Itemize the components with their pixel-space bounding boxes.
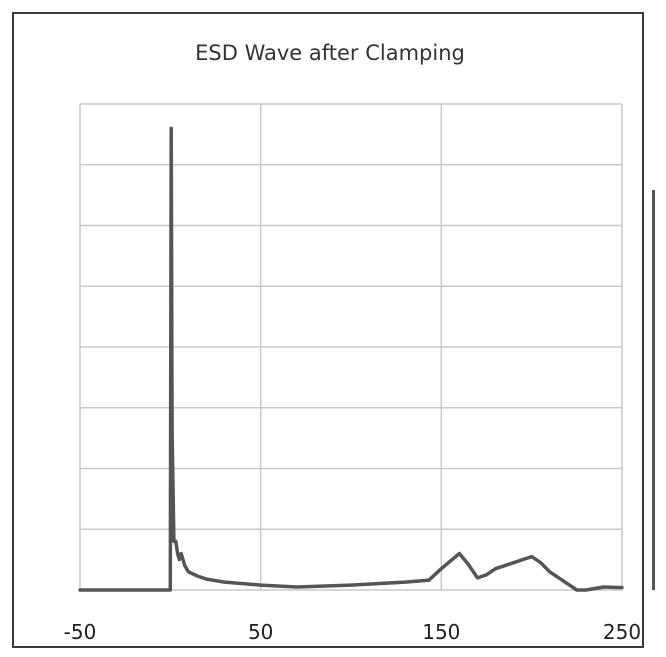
x-tick-label: 150 <box>422 620 460 644</box>
grid <box>79 103 623 591</box>
page-edge-mark <box>652 190 655 590</box>
x-tick-label: 250 <box>603 620 641 644</box>
series-layer <box>78 126 624 592</box>
x-axis-tick-labels: -50 50 150 250 <box>64 620 641 644</box>
chart-frame <box>12 12 644 648</box>
x-tick-label: -50 <box>64 620 97 644</box>
chart-title: ESD Wave after Clamping <box>195 41 465 65</box>
series-line <box>78 126 624 592</box>
x-tick-label: 50 <box>248 620 273 644</box>
